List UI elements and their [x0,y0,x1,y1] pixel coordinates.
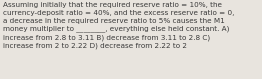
Text: Assuming initially that the required reserve ratio = 10%, the
currency-deposit r: Assuming initially that the required res… [3,2,234,49]
